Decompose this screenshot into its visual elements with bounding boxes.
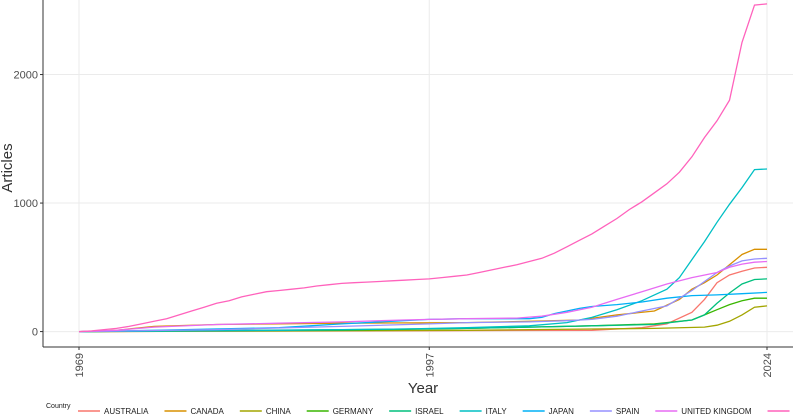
legend-label-spain: SPAIN [616, 407, 640, 416]
series-line-united-kingdom [78, 260, 768, 333]
gridlines [43, 0, 793, 347]
series-line-italy [78, 168, 768, 333]
y-axis-title: Articles [0, 143, 16, 192]
legend-label-germany: GERMANY [333, 407, 374, 416]
y-tick-label: 0 [32, 327, 38, 339]
x-axis-title: Year [408, 380, 438, 397]
legend-title: Country [46, 403, 71, 410]
x-tick-label: 1969 [74, 353, 86, 377]
series-line-australia [78, 266, 768, 333]
legend-label-united-kingdom: UNITED KINGDOM [681, 407, 752, 416]
y-tick-label: 2000 [14, 70, 38, 82]
series-lines [78, 3, 768, 333]
tick-labels: 0 1000 2000 1969 1997 2024 [14, 70, 774, 378]
legend-label-canada: CANADA [190, 407, 224, 416]
legend: Country AUSTRALIA CANADA CHINA GERMANY ISRAE… [46, 403, 794, 416]
series-line-spain [78, 257, 768, 333]
y-tick-label: 1000 [14, 198, 38, 210]
series-line-japan [78, 291, 768, 333]
series-line-china [78, 305, 768, 333]
legend-label-israel: ISRAEL [415, 407, 444, 416]
legend-label-japan: JAPAN [549, 407, 574, 416]
series-line-usa [78, 3, 768, 333]
legend-label-italy: ITALY [486, 407, 508, 416]
legend-label-china: CHINA [266, 407, 292, 416]
x-tick-label: 2024 [762, 353, 774, 377]
x-tick-label: 1997 [424, 353, 436, 377]
legend-label-australia: AUSTRALIA [104, 407, 149, 416]
series-line-germany [78, 297, 767, 333]
axes [42, 0, 793, 348]
